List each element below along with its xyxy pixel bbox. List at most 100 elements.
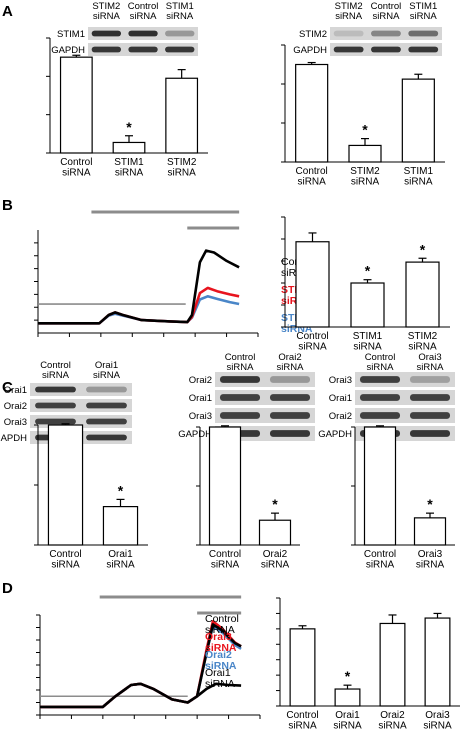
a_stim2-column-label: STIM1 siRNA [409, 1, 437, 22]
c_orai3-band [360, 394, 400, 401]
d2-category-label: Control siRNA [286, 710, 318, 732]
c_orai1-row-label: Orai2 [4, 401, 27, 412]
a_stim1-column-label-line: siRNA [93, 11, 121, 22]
d1-legend-label-line: siRNA [205, 678, 235, 690]
c_orai1-row-label: GAPDH [0, 433, 27, 444]
a_stim2-band [371, 30, 401, 37]
d2-category-label: Orai3 siRNA [423, 710, 452, 732]
a1-bar [112, 141, 146, 154]
b2-category-label-line: siRNA [408, 342, 437, 353]
a_stim2-band [408, 30, 439, 37]
c3-category-label-line: Control [364, 549, 396, 560]
a1-significance-marker: * [126, 119, 132, 135]
a1-category-label-line: siRNA [115, 168, 144, 179]
b2-significance-marker: * [365, 263, 371, 279]
c2-category-label-line: siRNA [211, 560, 240, 571]
d1-legend-label: Orai3 siRNA [205, 631, 237, 654]
c_orai1-column-label: Control siRNA [40, 360, 71, 381]
c2-category-label-line: Control [209, 549, 241, 560]
c_orai2-band [270, 394, 310, 401]
a1-category-label-line: STIM1 [114, 157, 144, 168]
c3-category-label-line: siRNA [416, 560, 445, 571]
a1-category-label-line: siRNA [167, 168, 196, 179]
d2-category-label-line: siRNA [288, 721, 317, 732]
a_stim2-band [408, 46, 439, 53]
a2-category-label: STIM2 siRNA [350, 166, 380, 188]
a_stim2-column-label-line: STIM1 [409, 1, 437, 12]
c_orai3-band [360, 412, 400, 419]
b2-category-label-line: siRNA [298, 342, 327, 353]
a_stim1-column-label: STIM1 siRNA [166, 1, 194, 22]
b2-bar [295, 241, 330, 328]
c_orai2-column-label-line: siRNA [277, 362, 305, 373]
a_stim1-band [128, 30, 158, 37]
c_orai2-blot-strip [215, 390, 315, 405]
a_stim2-row-label: GAPDH [293, 45, 327, 56]
b2-category-label-line: siRNA [353, 342, 382, 353]
a1-bar [59, 56, 93, 154]
a2-category-label-line: siRNA [297, 177, 326, 188]
c2-category-label: Control siRNA [209, 549, 241, 571]
c_orai2-band [270, 430, 310, 437]
d1-legend-label-line: Orai3 [205, 631, 232, 643]
a2-category-label-line: siRNA [351, 177, 380, 188]
d2-category-label-line: Orai2 [380, 710, 405, 721]
c_orai2-column-label-line: siRNA [227, 362, 255, 373]
d1-legend-label: Orai2 siRNA [205, 649, 237, 672]
panel-letter-c: C [2, 379, 13, 396]
a_stim1-band [91, 46, 122, 53]
c3-bar [413, 517, 447, 546]
a_stim1-column-label-line: siRNA [166, 11, 194, 22]
b2-category-label-line: STIM2 [408, 331, 438, 342]
c_orai2-column-label: Orai2 siRNA [277, 352, 305, 373]
c_orai3-column-label-line: Orai3 [418, 352, 441, 363]
c_orai2-band [220, 412, 260, 419]
c3-bar [363, 426, 397, 546]
c_orai2-blot-strip [215, 372, 315, 387]
c_orai3-row-label: GAPDH [318, 429, 352, 440]
d2-category-label-line: siRNA [378, 721, 407, 732]
c_orai3-column-label: Control siRNA [365, 352, 396, 373]
c_orai1-band [86, 402, 127, 409]
a_stim1-column-label: Control siRNA [128, 1, 159, 22]
c_orai1-column-label-line: siRNA [93, 370, 121, 381]
c_orai1-row-label: Orai1 [4, 385, 27, 396]
c_orai3-column-label-line: siRNA [417, 362, 445, 373]
b2-bar [350, 282, 385, 328]
d1-legend-label-line: siRNA [205, 642, 237, 654]
a1-bar [165, 77, 199, 154]
a_stim1-band [128, 46, 158, 53]
c_orai2-column-label-line: Orai2 [278, 352, 301, 363]
c_orai3-band [410, 430, 450, 437]
b2-category-label-line: STIM1 [353, 331, 383, 342]
c3-category-label-line: Orai3 [418, 549, 443, 560]
c_orai1-row-label: Orai3 [4, 417, 27, 428]
b2-category-label: Control siRNA [296, 331, 328, 353]
c_orai3-blot-strip [355, 390, 455, 405]
d1-legend-label-line: Orai1 [205, 667, 231, 679]
d2-bar [424, 617, 451, 707]
a2-category-label-line: Control [296, 166, 328, 177]
c_orai2-blot-strip [215, 408, 315, 423]
c2-bar [208, 426, 242, 546]
d2-category-label-line: Control [286, 710, 318, 721]
d2-category-label: Orai1 siRNA [333, 710, 362, 732]
c1-category-label-line: Control [49, 549, 81, 560]
a_stim1-column-label-line: Control [128, 1, 159, 12]
b1-series-line [38, 249, 240, 325]
a2-bar [295, 63, 329, 163]
c_orai2-column-label-line: Control [225, 352, 256, 363]
d2-category-label: Orai2 siRNA [378, 710, 407, 732]
c_orai1-column-label: Orai1 siRNA [93, 360, 121, 381]
a_stim2-column-label-line: STIM2 [335, 1, 363, 12]
c_orai3-column-label: Orai3 siRNA [417, 352, 445, 373]
a_stim2-blot-strip [330, 27, 442, 40]
b2-category-label-line: Control [296, 331, 328, 342]
c1-bar [102, 506, 139, 546]
a_stim1-column-label-line: STIM1 [166, 1, 194, 12]
d2-bar [334, 688, 361, 707]
a_stim1-band [165, 46, 195, 53]
c1-bar [47, 424, 84, 546]
